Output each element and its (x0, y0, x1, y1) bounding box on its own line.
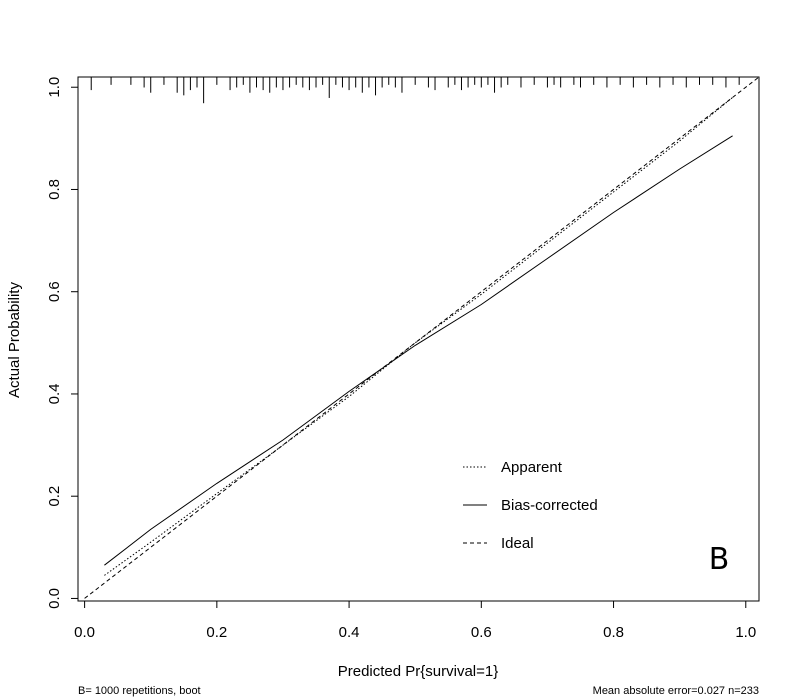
x-tick-label: 1.0 (735, 624, 756, 641)
y-axis: 0.0 0.2 0.4 0.6 0.8 1.0 (46, 77, 79, 609)
series-line-apparent (104, 97, 733, 576)
legend: Apparent Bias-corrected Ideal (463, 459, 598, 552)
legend-label: Bias-corrected (501, 497, 598, 514)
y-tick-label: 0.8 (46, 179, 63, 200)
y-axis-title: Actual Probability (6, 282, 23, 398)
legend-label: Ideal (501, 535, 534, 552)
series-line-bias-corrected (104, 135, 733, 566)
footnote-right: Mean absolute error=0.027 n=233 (593, 685, 759, 697)
y-tick-label: 1.0 (46, 77, 63, 98)
x-tick-label: 0.2 (206, 624, 227, 641)
series-line-ideal (84, 76, 760, 599)
footnote-left: B= 1000 repetitions, boot (78, 685, 201, 697)
x-axis: 0.0 0.2 0.4 0.6 0.8 1.0 (74, 600, 756, 641)
panel-label: B (709, 542, 730, 577)
y-tick-label: 0.2 (46, 486, 63, 507)
legend-label: Apparent (501, 459, 563, 476)
rug-ticks (90, 77, 740, 104)
y-tick-label: 0.0 (46, 588, 63, 609)
x-tick-label: 0.0 (74, 624, 95, 641)
x-tick-label: 0.6 (471, 624, 492, 641)
y-tick-label: 0.4 (46, 384, 63, 405)
series-layer (84, 76, 760, 599)
y-tick-label: 0.6 (46, 281, 63, 302)
x-axis-title: Predicted Pr{survival=1} (338, 663, 499, 680)
x-tick-label: 0.4 (339, 624, 360, 641)
x-tick-label: 0.8 (603, 624, 624, 641)
